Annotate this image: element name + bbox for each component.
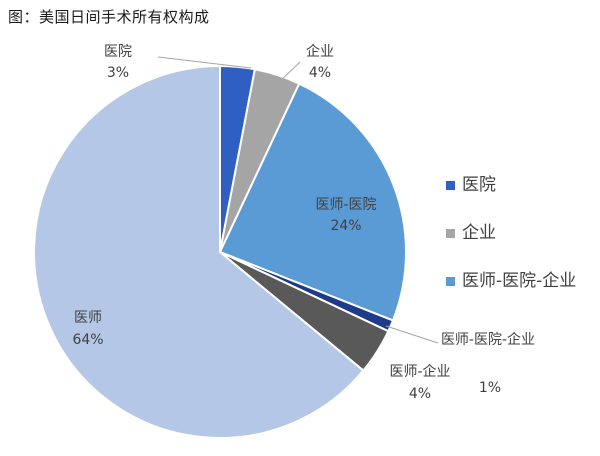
- slice-label-name-2: 医师-医院: [315, 197, 376, 213]
- pie-slice-2: [218, 82, 407, 322]
- pie-slice-5: [33, 64, 365, 439]
- chart-title: 图：美国日间手术所有权构成: [8, 8, 210, 26]
- legend-swatch-hospital: [446, 181, 455, 190]
- slice-label-value-5: 64%: [72, 332, 103, 348]
- leader-line-1: [276, 61, 301, 85]
- slice-label-value-1: 4%: [309, 65, 331, 81]
- slice-label-value-0: 3%: [107, 65, 129, 81]
- slice-label-value-2: 24%: [330, 218, 361, 234]
- leader-line-3: [385, 325, 439, 344]
- legend-label-hospital: 医院: [462, 175, 496, 195]
- slice-label-name-5: 医师: [74, 310, 102, 326]
- leader-line-0: [157, 56, 252, 69]
- slice-label-value-4: 4%: [409, 386, 431, 402]
- legend-label-enterprise: 企业: [462, 223, 496, 243]
- slice-label-name-4: 医师-企业: [389, 363, 450, 380]
- slice-label-name-0: 医院: [104, 44, 132, 60]
- slice-label-value-3: 1%: [479, 380, 501, 396]
- slice-label-name-1: 企业: [306, 43, 334, 60]
- legend-label-physician-hospital-enterprise: 医师-医院-企业: [462, 271, 577, 291]
- legend-swatch-enterprise: [446, 229, 455, 238]
- slice-label-name-3: 医师-医院-企业: [441, 331, 535, 348]
- legend-swatch-physician-hospital-enterprise: [446, 277, 455, 286]
